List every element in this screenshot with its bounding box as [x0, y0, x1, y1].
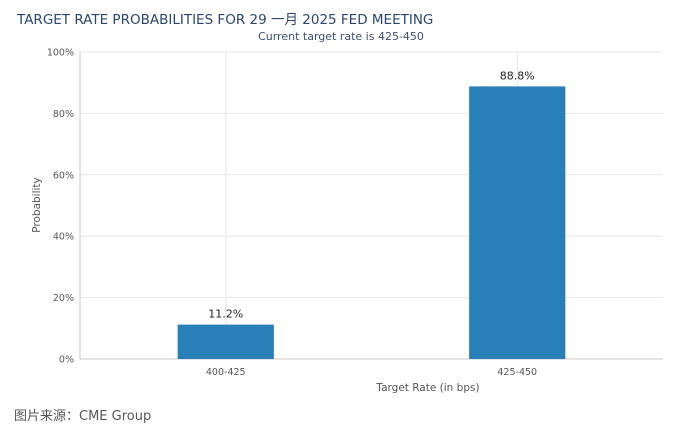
chart-subtitle: Current target rate is 425-450 [258, 30, 424, 43]
x-axis-title: Target Rate (in bps) [375, 382, 479, 394]
x-tick-label: 400-425 [206, 367, 246, 378]
x-tick-label: 425-450 [497, 367, 537, 378]
x-tick-labels: 400-425 425-450 [206, 367, 537, 378]
data-label: 11.2% [208, 308, 243, 321]
axes [79, 52, 663, 360]
y-tick-label: 60% [53, 170, 74, 181]
grid-lines [80, 51, 663, 359]
bar-400-425[interactable] [177, 324, 274, 359]
y-tick-label: 0% [59, 355, 74, 366]
data-label: 88.8% [500, 69, 535, 82]
data-labels: 11.2% 88.8% [208, 69, 534, 320]
bar-425-450[interactable] [469, 86, 566, 359]
y-tick-labels: 0% 20% 40% 60% 80% 100% [47, 48, 74, 366]
source-caption: 图片来源：CME Group [14, 409, 152, 424]
y-axis-title: Probability [31, 177, 43, 233]
bars [177, 86, 566, 359]
y-tick-label: 20% [53, 293, 74, 304]
y-tick-label: 80% [53, 109, 74, 120]
y-tick-label: 100% [47, 48, 74, 59]
bar-chart: 0% 20% 40% 60% 80% 100% 400-425 425-450 11.2% 8… [31, 48, 663, 394]
y-tick-label: 40% [53, 232, 74, 243]
chart-title: TARGET RATE PROBABILITIES FOR 29 一月 2025… [17, 12, 434, 28]
